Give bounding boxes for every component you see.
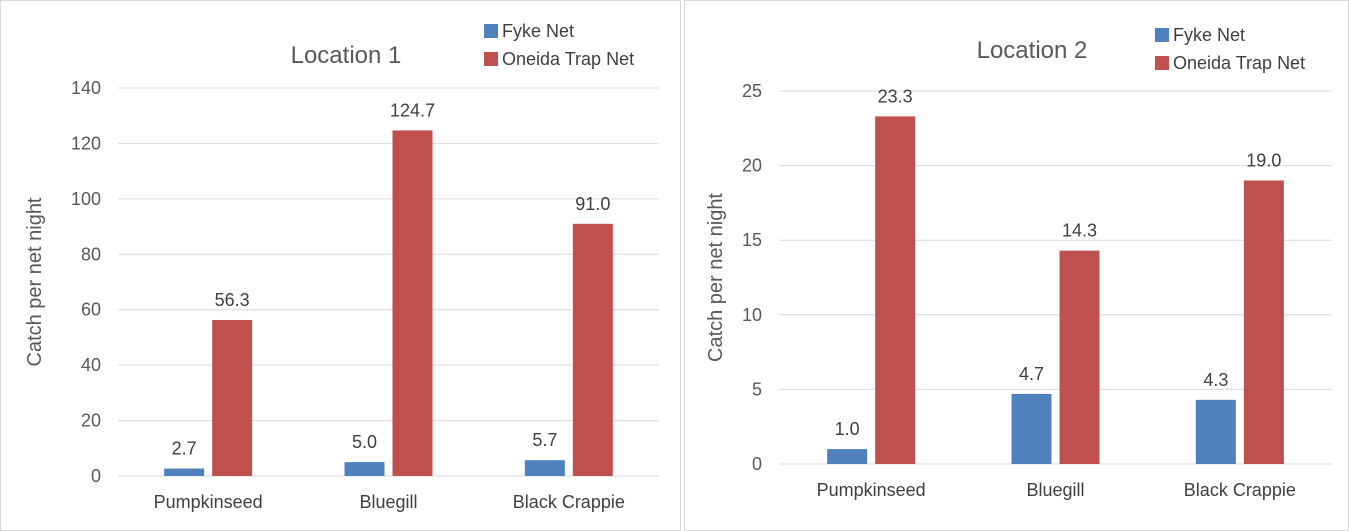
bar-oneida-trap-net: [1243, 180, 1284, 464]
bar-oneida-trap-net: [212, 319, 253, 476]
bar-fyke-net: [344, 462, 385, 476]
data-label: 5.0: [352, 432, 377, 452]
y-tick-label: 0: [752, 454, 762, 474]
bar-fyke-net: [827, 449, 868, 464]
data-label: 4.3: [1203, 370, 1228, 390]
y-tick-label: 15: [742, 230, 762, 250]
y-tick-label: 80: [81, 244, 101, 264]
data-label: 23.3: [878, 86, 913, 106]
y-tick-label: 5: [752, 379, 762, 399]
y-axis-label: Catch per net night: [24, 197, 46, 366]
legend-swatch: [1155, 56, 1169, 70]
chart-location-2: 0 5 10 15 20 25 1.0 23.3 Pumpkinseed 4.7 14.3 Blueg…: [684, 0, 1349, 531]
category-label: Bluegill: [359, 492, 417, 512]
bar-oneida-trap-net: [392, 130, 433, 476]
legend-swatch: [484, 24, 498, 38]
data-label: 14.3: [1062, 221, 1097, 241]
bar-oneida-trap-net: [875, 116, 916, 464]
category-label: Black Crappie: [1184, 480, 1296, 500]
data-label: 5.7: [532, 430, 557, 450]
category-label: Pumpkinseed: [154, 492, 263, 512]
data-label: 56.3: [215, 290, 250, 310]
data-label: 4.7: [1019, 364, 1044, 384]
bar-fyke-net: [1195, 399, 1236, 464]
bar-fyke-net: [1011, 393, 1052, 464]
y-axis-label: Catch per net night: [705, 193, 727, 362]
legend-label: Fyke Net: [502, 21, 574, 41]
data-label: 19.0: [1246, 151, 1281, 171]
y-tick-label: 120: [71, 133, 101, 153]
y-tick-label: 20: [81, 411, 101, 431]
bar-fyke-net: [524, 460, 565, 476]
category-label: Black Crappie: [513, 492, 625, 512]
y-tick-label: 20: [742, 156, 762, 176]
y-tick-label: 60: [81, 300, 101, 320]
y-tick-label: 140: [71, 78, 101, 98]
data-label: 1.0: [835, 419, 860, 439]
y-tick-label: 100: [71, 189, 101, 209]
y-tick-label: 25: [742, 81, 762, 101]
bar-oneida-trap-net: [572, 223, 613, 476]
legend-swatch: [484, 52, 498, 66]
chart-location-1-svg: 0 20 40 60 80 100 120 140 2.7 56.3 Pumpkinseed 5.0 1…: [24, 21, 659, 512]
chart-location-2-svg: 0 5 10 15 20 25 1.0 23.3 Pumpkinseed 4.7 14.3 Blueg…: [705, 25, 1332, 500]
y-tick-label: 40: [81, 355, 101, 375]
legend-swatch: [1155, 28, 1169, 42]
bar-oneida-trap-net: [1059, 250, 1100, 464]
bar-fyke-net: [164, 468, 205, 476]
legend-label: Fyke Net: [1173, 25, 1245, 45]
y-tick-label: 10: [742, 305, 762, 325]
category-label: Pumpkinseed: [817, 480, 926, 500]
data-label: 91.0: [575, 194, 610, 214]
data-label: 2.7: [172, 439, 197, 459]
chart-title: Location 1: [291, 42, 402, 69]
legend-label: Oneida Trap Net: [1173, 53, 1305, 73]
chart-location-1: 0 20 40 60 80 100 120 140 2.7 56.3 Pumpkinseed 5.0 1…: [0, 0, 681, 531]
category-label: Bluegill: [1026, 480, 1084, 500]
data-label: 124.7: [390, 100, 435, 120]
y-tick-label: 0: [91, 466, 101, 486]
legend-label: Oneida Trap Net: [502, 49, 634, 69]
chart-title: Location 2: [977, 37, 1088, 64]
